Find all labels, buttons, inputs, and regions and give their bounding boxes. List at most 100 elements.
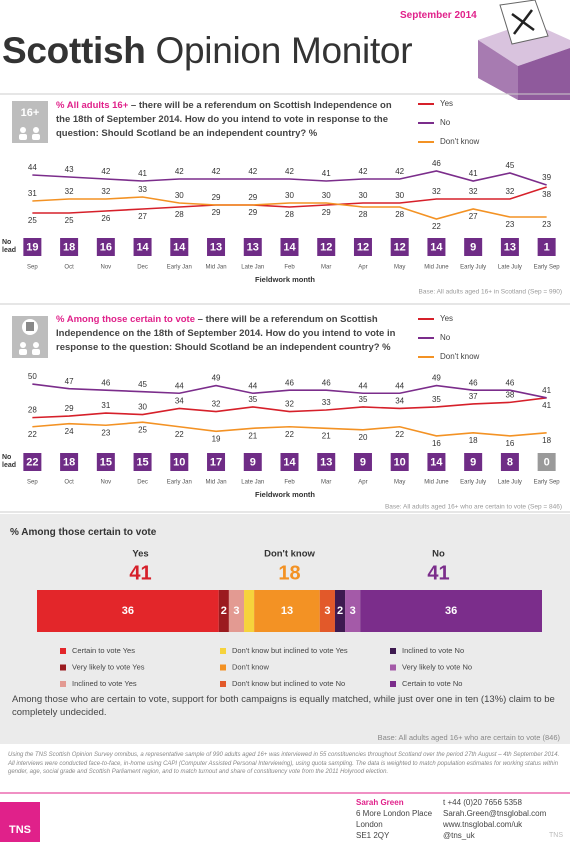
- data-label: 27: [469, 212, 478, 221]
- data-label: 23: [542, 220, 551, 229]
- data-label: 28: [359, 210, 368, 219]
- lead-box: [317, 238, 336, 256]
- data-label: 42: [248, 167, 257, 176]
- x-tick-label: Early Jan: [167, 265, 192, 271]
- lead-value: 13: [320, 456, 332, 468]
- data-label: 50: [28, 372, 37, 381]
- legend-label: Don't know: [232, 662, 269, 671]
- data-label: 26: [101, 214, 110, 223]
- lead-box: [427, 453, 446, 471]
- legend-label: Don't know: [440, 137, 480, 146]
- data-label: 45: [505, 161, 514, 170]
- lead-value: 16: [100, 241, 112, 253]
- bar-segment: [228, 590, 245, 632]
- base-note: Base: All adults aged 16+ who are certai…: [385, 504, 562, 511]
- data-label: 25: [28, 216, 37, 225]
- segment-label: 3: [324, 605, 330, 617]
- group-value: 18: [278, 562, 300, 584]
- series-line: [32, 397, 547, 419]
- lead-value: 14: [136, 241, 149, 253]
- legend-label: Inclined to vote Yes: [72, 679, 137, 688]
- email[interactable]: Sarah.Green@tnsglobal.com: [443, 809, 547, 818]
- x-tick-label: May: [394, 265, 405, 271]
- data-label: 35: [432, 395, 441, 404]
- question-highlight: % Among those certain to vote: [56, 314, 195, 325]
- lead-value: 12: [394, 241, 406, 253]
- legend-label: Don't know but inclined to vote No: [232, 679, 345, 688]
- x-tick-label: Mid Jan: [206, 265, 227, 271]
- lead-value: 14: [283, 456, 296, 468]
- data-label: 29: [212, 208, 221, 217]
- group-name: Yes: [132, 549, 148, 560]
- contact-name: Sarah Green: [356, 798, 404, 807]
- lead-box: [500, 238, 519, 256]
- bar-segment: [360, 590, 542, 632]
- lead-value: 14: [283, 241, 296, 253]
- data-label: 22: [175, 430, 184, 439]
- data-label: 29: [212, 193, 221, 202]
- lead-value: 9: [470, 241, 476, 253]
- x-tick-label: Apr: [358, 480, 367, 486]
- x-tick-label: Early July: [460, 265, 486, 271]
- data-label: 22: [28, 430, 37, 439]
- bar-segment: [345, 590, 361, 632]
- data-label: 34: [175, 397, 184, 406]
- data-label: 21: [248, 431, 257, 440]
- data-label: 44: [175, 381, 184, 390]
- data-label: 38: [505, 390, 514, 399]
- data-label: 46: [432, 159, 441, 168]
- data-label: 24: [65, 427, 74, 436]
- x-tick-label: Late Jan: [241, 480, 264, 486]
- data-label: 47: [65, 377, 74, 386]
- bar-segment: [218, 590, 229, 632]
- footnote: Using the TNS Scottish Opinion Survey om…: [8, 752, 560, 775]
- x-tick-label: Nov: [100, 265, 111, 271]
- base-note: Base: All adults aged 16+ in Scotland (S…: [419, 289, 562, 296]
- segment-label: 36: [122, 605, 134, 617]
- contact-address: Sarah Green 6 More London Place London S…: [356, 797, 432, 841]
- data-label: 32: [212, 400, 221, 409]
- data-label: 42: [395, 167, 404, 176]
- data-label: 43: [65, 165, 74, 174]
- data-label: 21: [322, 431, 331, 440]
- legend-swatch: [390, 648, 396, 654]
- data-label: 28: [395, 210, 404, 219]
- segment-label: 2: [221, 605, 227, 617]
- legend-label: Very likely to vote Yes: [72, 662, 145, 671]
- data-label: 46: [322, 378, 331, 387]
- data-label: 32: [469, 187, 478, 196]
- segment-label: 13: [281, 605, 293, 617]
- logo: TNS: [9, 824, 31, 836]
- contact-details: t +44 (0)20 7656 5358 Sarah.Green@tnsglo…: [443, 797, 546, 841]
- lead-value: 12: [357, 241, 369, 253]
- data-label: 42: [285, 167, 294, 176]
- lead-box: [464, 238, 483, 256]
- x-tick-label: Early Sep: [534, 480, 561, 486]
- x-tick-label: Mid June: [424, 480, 449, 486]
- lead-value: 13: [504, 241, 516, 253]
- lead-value: 9: [470, 456, 476, 468]
- base-note: Base: All adults aged 16+ who are certai…: [378, 733, 561, 742]
- lead-box: [23, 453, 42, 471]
- data-label: 29: [322, 208, 331, 217]
- legend-swatch: [390, 664, 396, 671]
- data-label: 38: [542, 190, 551, 199]
- x-tick-label: Feb: [284, 480, 295, 486]
- data-label: 42: [101, 167, 110, 176]
- lead-box: [537, 453, 556, 471]
- twitter[interactable]: @tns_uk: [443, 831, 475, 840]
- legend-label: Don't know: [440, 352, 480, 361]
- website[interactable]: www.tnsglobal.com/uk: [443, 820, 523, 829]
- data-label: 49: [212, 374, 221, 383]
- lead-value: 8: [507, 456, 513, 468]
- data-label: 42: [359, 167, 368, 176]
- legend-swatch: [220, 648, 226, 654]
- data-label: 25: [65, 216, 74, 225]
- bar-segment: [244, 590, 255, 632]
- x-tick-label: Oct: [64, 265, 74, 271]
- x-tick-label: Late July: [498, 480, 522, 486]
- legend-label: Yes: [440, 99, 453, 108]
- lead-value: 0: [544, 456, 550, 468]
- x-tick-label: Mid June: [424, 265, 449, 271]
